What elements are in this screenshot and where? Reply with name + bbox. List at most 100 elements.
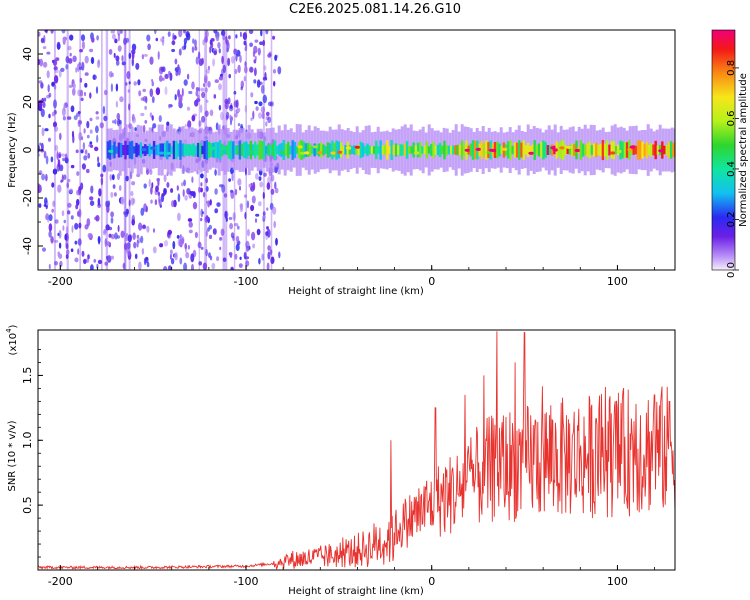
noise-blob — [71, 225, 74, 233]
noise-blob — [183, 179, 187, 187]
noise-blob — [177, 64, 180, 71]
band-cell — [238, 140, 242, 160]
snr-multiplier: (x104) — [5, 324, 19, 355]
band-cell — [113, 141, 116, 159]
band-cell — [364, 146, 367, 154]
band-cell — [586, 143, 589, 157]
noise-blob — [219, 184, 224, 188]
noise-blob — [40, 108, 45, 118]
noise-blob — [187, 218, 193, 222]
band-cell — [353, 145, 356, 155]
noise-blob — [207, 81, 211, 88]
noise-blob — [97, 259, 103, 265]
band-peak — [345, 146, 352, 150]
noise-blob — [254, 218, 258, 223]
band-peak — [354, 145, 361, 149]
noise-blob — [95, 215, 100, 222]
band-cell — [269, 145, 272, 155]
band-cell — [601, 140, 605, 161]
noise-blob — [257, 47, 261, 56]
band-cell — [177, 143, 180, 157]
band-peak — [501, 147, 508, 151]
band-cell — [452, 145, 455, 155]
noise-blob — [150, 199, 153, 204]
noise-blob — [201, 115, 206, 123]
noise-blob — [45, 173, 48, 182]
band-cell — [295, 146, 299, 154]
noise-blob — [79, 49, 83, 53]
colorbar-tick-label: 0.6 — [726, 110, 737, 126]
band-cell — [447, 145, 451, 155]
noise-blob — [93, 74, 96, 81]
noise-blob — [170, 249, 173, 255]
band-cell — [390, 140, 393, 160]
noise-blob — [258, 176, 262, 181]
band-cell — [179, 140, 182, 160]
noise-blob — [58, 229, 62, 239]
band-cell — [172, 140, 176, 160]
noise-blob — [95, 125, 99, 134]
noise-blob — [96, 263, 99, 269]
noise-blob — [78, 120, 82, 125]
band-cell — [348, 145, 352, 155]
noise-blob — [116, 235, 121, 239]
band-cell — [432, 141, 435, 159]
band-cell — [419, 142, 422, 158]
noise-blob — [52, 168, 58, 175]
band-peak — [629, 145, 636, 149]
y-tick-label: 1.5 — [21, 367, 34, 385]
noise-blob — [163, 240, 169, 247]
noise-blob — [142, 88, 146, 93]
noise-blob — [54, 144, 59, 152]
noise-blob — [70, 248, 74, 252]
noise-blob — [154, 30, 157, 35]
noise-blob — [106, 255, 108, 260]
noise-blob — [191, 46, 195, 53]
band-cell — [333, 142, 336, 158]
noise-blob — [67, 178, 71, 183]
band-cell — [137, 144, 140, 156]
noise-blob — [244, 61, 247, 68]
band-cell — [236, 145, 239, 155]
band-peak — [209, 146, 216, 150]
band-cell — [430, 144, 433, 156]
noise-blob — [168, 103, 171, 109]
noise-blob — [39, 142, 42, 146]
band-cell — [410, 146, 413, 154]
band-cell — [463, 144, 466, 156]
noise-blob — [115, 60, 120, 66]
band-cell — [590, 145, 594, 155]
noise-blob — [109, 174, 113, 181]
noise-blob — [158, 115, 162, 123]
noise-blob — [65, 249, 70, 256]
noise-blob — [267, 116, 272, 124]
band-cell — [423, 145, 426, 155]
noise-blob — [58, 151, 62, 159]
noise-blob — [227, 97, 231, 105]
colorbar-ticks: 0.0 0.2 0.4 0.6 0.8 — [726, 60, 739, 278]
noise-blob — [136, 239, 139, 248]
noise-blob — [167, 31, 171, 37]
noise-blob — [122, 262, 126, 270]
snr-series-line — [38, 331, 675, 570]
noise-blob — [218, 48, 221, 54]
colorbar-tick-label: 0.8 — [726, 60, 737, 76]
noise-blob — [46, 202, 49, 206]
noise-blob — [76, 112, 80, 117]
noise-blob — [81, 163, 86, 170]
noise-blob — [214, 188, 218, 195]
noise-blob — [131, 49, 136, 55]
noise-blob — [90, 264, 94, 270]
noise-blob — [198, 120, 202, 127]
noise-blob — [155, 87, 161, 96]
band-peak — [552, 148, 559, 152]
noise-blob — [248, 183, 252, 188]
noise-blob — [191, 263, 194, 270]
noise-blob — [128, 103, 131, 111]
band-cell — [194, 145, 198, 155]
noise-blob — [47, 84, 50, 93]
band-peak — [303, 151, 310, 155]
noise-blob — [57, 159, 61, 168]
noise-blob — [81, 40, 85, 50]
y-tick-label: 40 — [21, 47, 34, 61]
